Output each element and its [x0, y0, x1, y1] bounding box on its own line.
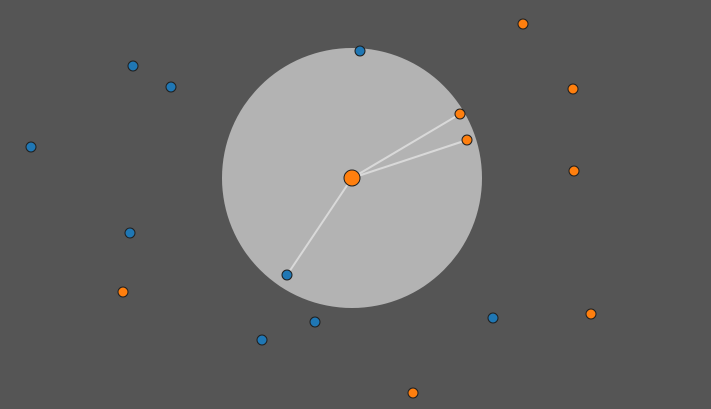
neighbor-links — [286, 113, 468, 276]
data-point-blue — [309, 316, 321, 328]
data-point-orange — [117, 286, 129, 298]
data-point-blue — [487, 312, 499, 324]
data-point-blue — [354, 45, 366, 57]
data-point-orange — [407, 387, 419, 399]
data-point-blue — [165, 81, 177, 93]
data-points — [25, 18, 597, 399]
data-point-orange — [461, 134, 473, 146]
data-point-blue — [256, 334, 268, 346]
neighbor-link-p9 — [351, 113, 461, 179]
data-point-blue — [124, 227, 136, 239]
data-point-blue — [127, 60, 139, 72]
neighbor-link-p10 — [351, 139, 468, 179]
query-point — [343, 169, 361, 187]
data-point-blue — [281, 269, 293, 281]
data-point-blue — [25, 141, 37, 153]
data-point-orange — [517, 18, 529, 30]
data-point-orange — [567, 83, 579, 95]
neighbor-link-p12 — [286, 177, 353, 276]
data-point-orange — [454, 108, 466, 120]
data-point-orange — [585, 308, 597, 320]
data-point-orange — [568, 165, 580, 177]
